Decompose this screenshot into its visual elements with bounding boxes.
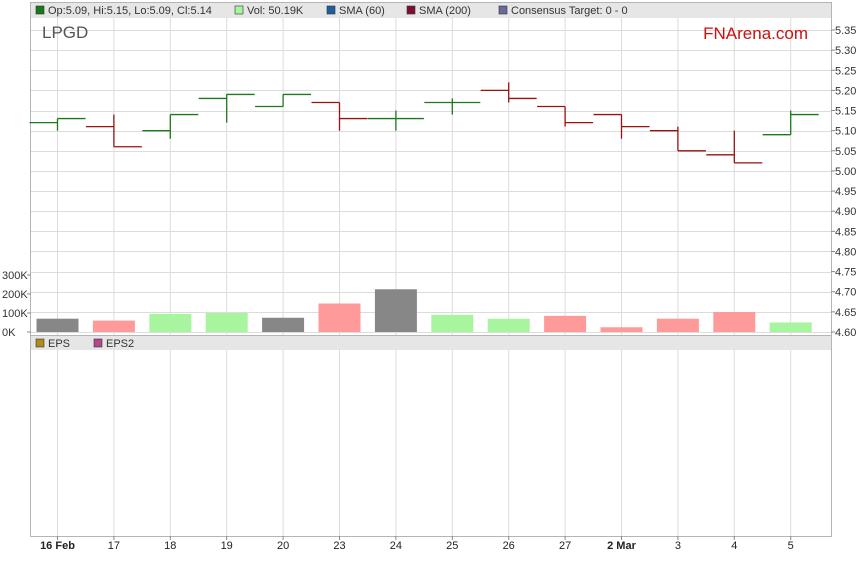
x-tick-label: 25 [446,540,458,552]
x-tick-label: 20 [277,540,289,552]
volume-bar [92,320,135,332]
ohlc-bar [311,101,368,131]
price-legend-bar [31,3,831,18]
legend-swatch [234,5,244,15]
volume-bar [318,303,361,332]
ohlc-bar [762,110,819,136]
legend-label: Consensus Target: 0 - 0 [511,5,628,17]
legend-swatch [35,338,45,348]
price-tick-label: 5.15 [835,106,856,118]
legend-swatch [35,5,45,15]
ohlc-bar [593,113,650,139]
volume-bar [487,318,530,332]
volume-bar [262,317,305,332]
price-tick-label: 5.00 [835,166,856,178]
brand-logo: FNArena.com [703,24,808,43]
legend-label: EPS2 [106,338,134,350]
volume-bar [713,312,756,332]
ohlc-bar [537,105,594,127]
price-axis: 5.35 5.30 5.25 5.20 5.15 5.10 5.05 5.00 4.95 4.90… [831,25,856,339]
x-tick-label: 16 Feb [40,540,75,552]
volume-tick-label: 300K [2,270,28,282]
ohlc-bar [142,113,199,139]
legend-label: Op:5.09, Hi:5.15, Lo:5.09, Cl:5.14 [48,5,212,17]
price-tick-label: 4.70 [835,287,856,299]
x-tick-label: 26 [503,540,515,552]
x-tick-label: 27 [559,540,571,552]
ohlc-bar [85,114,142,148]
price-tick-label: 4.80 [835,246,856,258]
ohlc-bar [29,117,86,131]
volume-bar [656,318,699,332]
legend-swatch [406,5,416,15]
legend-label: EPS [48,338,70,350]
volume-bar [431,314,474,332]
x-tick-label: 18 [164,540,176,552]
ohlc-bar [480,82,537,103]
legend-label: SMA (60) [339,5,385,17]
x-tick-label: 17 [108,540,120,552]
legend-swatch [498,5,508,15]
ticker-label: LPGD [42,23,88,42]
price-tick-label: 5.30 [835,45,856,57]
price-tick-label: 4.75 [835,267,856,279]
legend-label: Vol: 50.19K [247,5,304,17]
price-tick-label: 5.25 [835,65,856,77]
eps-legend: EPS EPS2 [35,338,134,350]
x-tick-label: 2 Mar [607,540,636,552]
chart-frame [30,2,832,537]
price-tick-label: 4.65 [835,307,856,319]
ohlc-series [29,82,819,164]
x-tick-label: 23 [333,540,345,552]
volume-tick-label: 200K [2,289,28,301]
x-tick-label: 3 [675,540,681,552]
x-tick-label: 4 [731,540,737,552]
price-tick-label: 5.10 [835,126,856,138]
x-axis: 16 Feb 17 18 19 20 23 24 25 26 27 2 Mar 3 4 5 [40,536,794,552]
volume-bar [374,289,417,332]
volume-axis: 300K 200K 100K 0K [2,270,31,339]
volume-bar [149,313,192,332]
price-tick-label: 5.20 [835,85,856,97]
ohlc-bar [198,93,255,123]
legend-swatch [93,338,103,348]
volume-tick-label: 0K [2,327,16,339]
ohlc-bar [706,130,763,164]
price-tick-label: 4.60 [835,327,856,339]
x-tick-label: 5 [788,540,794,552]
x-tick-label: 19 [221,540,233,552]
ohlc-bar [255,93,312,108]
price-tick-label: 5.35 [835,25,856,37]
volume-tick-label: 100K [2,308,28,320]
ohlc-bar [367,110,424,131]
price-tick-label: 4.90 [835,206,856,218]
eps-legend-bar [31,336,831,350]
price-legend: Op:5.09, Hi:5.15, Lo:5.09, Cl:5.14 Vol: 5… [35,5,628,17]
volume-bar [544,315,587,332]
volume-bar [769,322,812,332]
volume-bars [36,289,812,332]
ohlc-bar [649,126,706,152]
x-tick-label: 24 [390,540,402,552]
volume-bar [36,318,79,332]
ohlc-bar [424,98,481,115]
price-tick-label: 4.95 [835,186,856,198]
volume-bar [600,327,643,332]
legend-swatch [326,5,336,15]
legend-label: SMA (200) [419,5,471,17]
price-tick-label: 5.05 [835,146,856,158]
volume-bar [205,313,248,332]
price-tick-label: 4.85 [835,226,856,238]
